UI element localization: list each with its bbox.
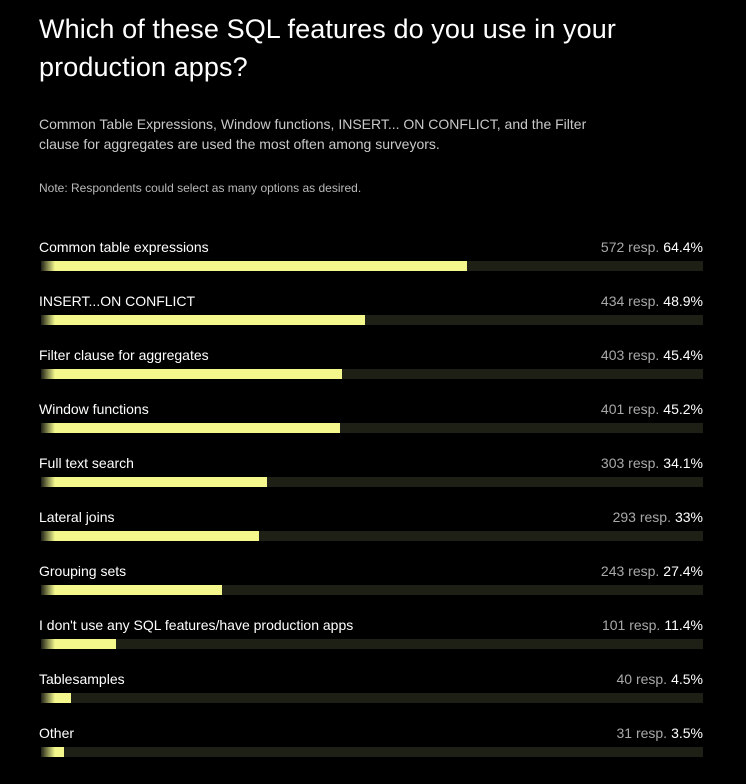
bar bbox=[41, 531, 260, 541]
response-count: 40 resp. bbox=[616, 671, 668, 687]
bar-track bbox=[41, 531, 703, 541]
bar-track bbox=[41, 639, 703, 649]
bar bbox=[41, 261, 468, 271]
bar-row: Grouping sets 243 resp. 27.4% bbox=[39, 560, 703, 614]
bar-stats: 293 resp. 33% bbox=[613, 507, 703, 527]
bar-stats: 401 resp. 45.2% bbox=[601, 399, 703, 419]
bar-track bbox=[41, 585, 703, 595]
bar-row: Window functions 401 resp. 45.2% bbox=[39, 398, 703, 452]
response-count: 31 resp. bbox=[616, 725, 668, 741]
bar bbox=[41, 369, 342, 379]
response-count: 572 resp. bbox=[600, 239, 660, 255]
bar-stats: 243 resp. 27.4% bbox=[601, 561, 703, 581]
bar-row: INSERT...ON CONFLICT 434 resp. 48.9% bbox=[39, 290, 703, 344]
bar bbox=[41, 423, 341, 433]
bar-row: Full text search 303 resp. 34.1% bbox=[39, 452, 703, 506]
percent-label: 33% bbox=[674, 509, 703, 525]
bar bbox=[41, 639, 117, 649]
bar bbox=[41, 585, 223, 595]
response-count: 401 resp. bbox=[600, 401, 660, 417]
response-count: 403 resp. bbox=[600, 347, 660, 363]
bar bbox=[41, 747, 65, 757]
bar-stats: 40 resp. 4.5% bbox=[616, 669, 703, 689]
bar-track bbox=[41, 369, 703, 379]
bar-label: Tablesamples bbox=[39, 671, 125, 687]
bar-stats: 434 resp. 48.9% bbox=[601, 291, 703, 311]
response-count: 303 resp. bbox=[600, 455, 660, 471]
chart-note: Note: Respondents could select as many o… bbox=[39, 181, 362, 195]
bar-row: Common table expressions 572 resp. 64.4% bbox=[39, 236, 703, 290]
bar-row: Filter clause for aggregates 403 resp. 45.… bbox=[39, 344, 703, 398]
chart-title: Which of these SQL features do you use i… bbox=[39, 14, 616, 82]
bar-stats: 403 resp. 45.4% bbox=[601, 345, 703, 365]
bar-row: Other 31 resp. 3.5% bbox=[39, 722, 703, 776]
response-count: 101 resp. bbox=[601, 617, 661, 633]
bar-track bbox=[41, 315, 703, 325]
percent-label: 64.4% bbox=[663, 239, 703, 255]
bar-stats: 101 resp. 11.4% bbox=[602, 615, 703, 635]
bar-row: I don't use any SQL features/have produc… bbox=[39, 614, 703, 668]
bar-label: Window functions bbox=[39, 401, 149, 417]
bar-label: Filter clause for aggregates bbox=[39, 347, 209, 363]
bar-stats: 31 resp. 3.5% bbox=[616, 723, 703, 743]
bar-stats: 303 resp. 34.1% bbox=[601, 453, 703, 473]
percent-label: 48.9% bbox=[663, 293, 703, 309]
percent-label: 11.4% bbox=[664, 617, 703, 633]
bar-list: Common table expressions 572 resp. 64.4% IN… bbox=[39, 236, 703, 776]
bar bbox=[41, 477, 267, 487]
percent-label: 3.5% bbox=[671, 725, 703, 741]
response-count: 243 resp. bbox=[600, 563, 660, 579]
response-count: 293 resp. bbox=[612, 509, 671, 525]
bar-label: Lateral joins bbox=[39, 509, 115, 525]
percent-label: 45.4% bbox=[663, 347, 703, 363]
percent-label: 45.2% bbox=[663, 401, 703, 417]
bar-track bbox=[41, 747, 703, 757]
bar-label: Full text search bbox=[39, 455, 134, 471]
percent-label: 34.1% bbox=[663, 455, 703, 471]
percent-label: 27.4% bbox=[663, 563, 703, 579]
bar-label: I don't use any SQL features/have produc… bbox=[39, 617, 354, 633]
bar bbox=[41, 693, 71, 703]
bar-track bbox=[41, 693, 703, 703]
bar-track bbox=[41, 477, 703, 487]
percent-label: 4.5% bbox=[671, 671, 703, 687]
bar-label: INSERT...ON CONFLICT bbox=[39, 293, 196, 309]
response-count: 434 resp. bbox=[600, 293, 660, 309]
bar-row: Lateral joins 293 resp. 33% bbox=[39, 506, 703, 560]
bar-stats: 572 resp. 64.4% bbox=[601, 237, 703, 257]
bar-track bbox=[41, 423, 703, 433]
bar-label: Common table expressions bbox=[39, 239, 209, 255]
bar bbox=[41, 315, 365, 325]
bar-track bbox=[41, 261, 703, 271]
bar-label: Other bbox=[39, 725, 75, 741]
bar-row: Tablesamples 40 resp. 4.5% bbox=[39, 668, 703, 722]
chart-container: Which of these SQL features do you use i… bbox=[39, 0, 703, 757]
chart-subtitle: Common Table Expressions, Window functio… bbox=[39, 116, 587, 152]
bar-label: Grouping sets bbox=[39, 563, 127, 579]
